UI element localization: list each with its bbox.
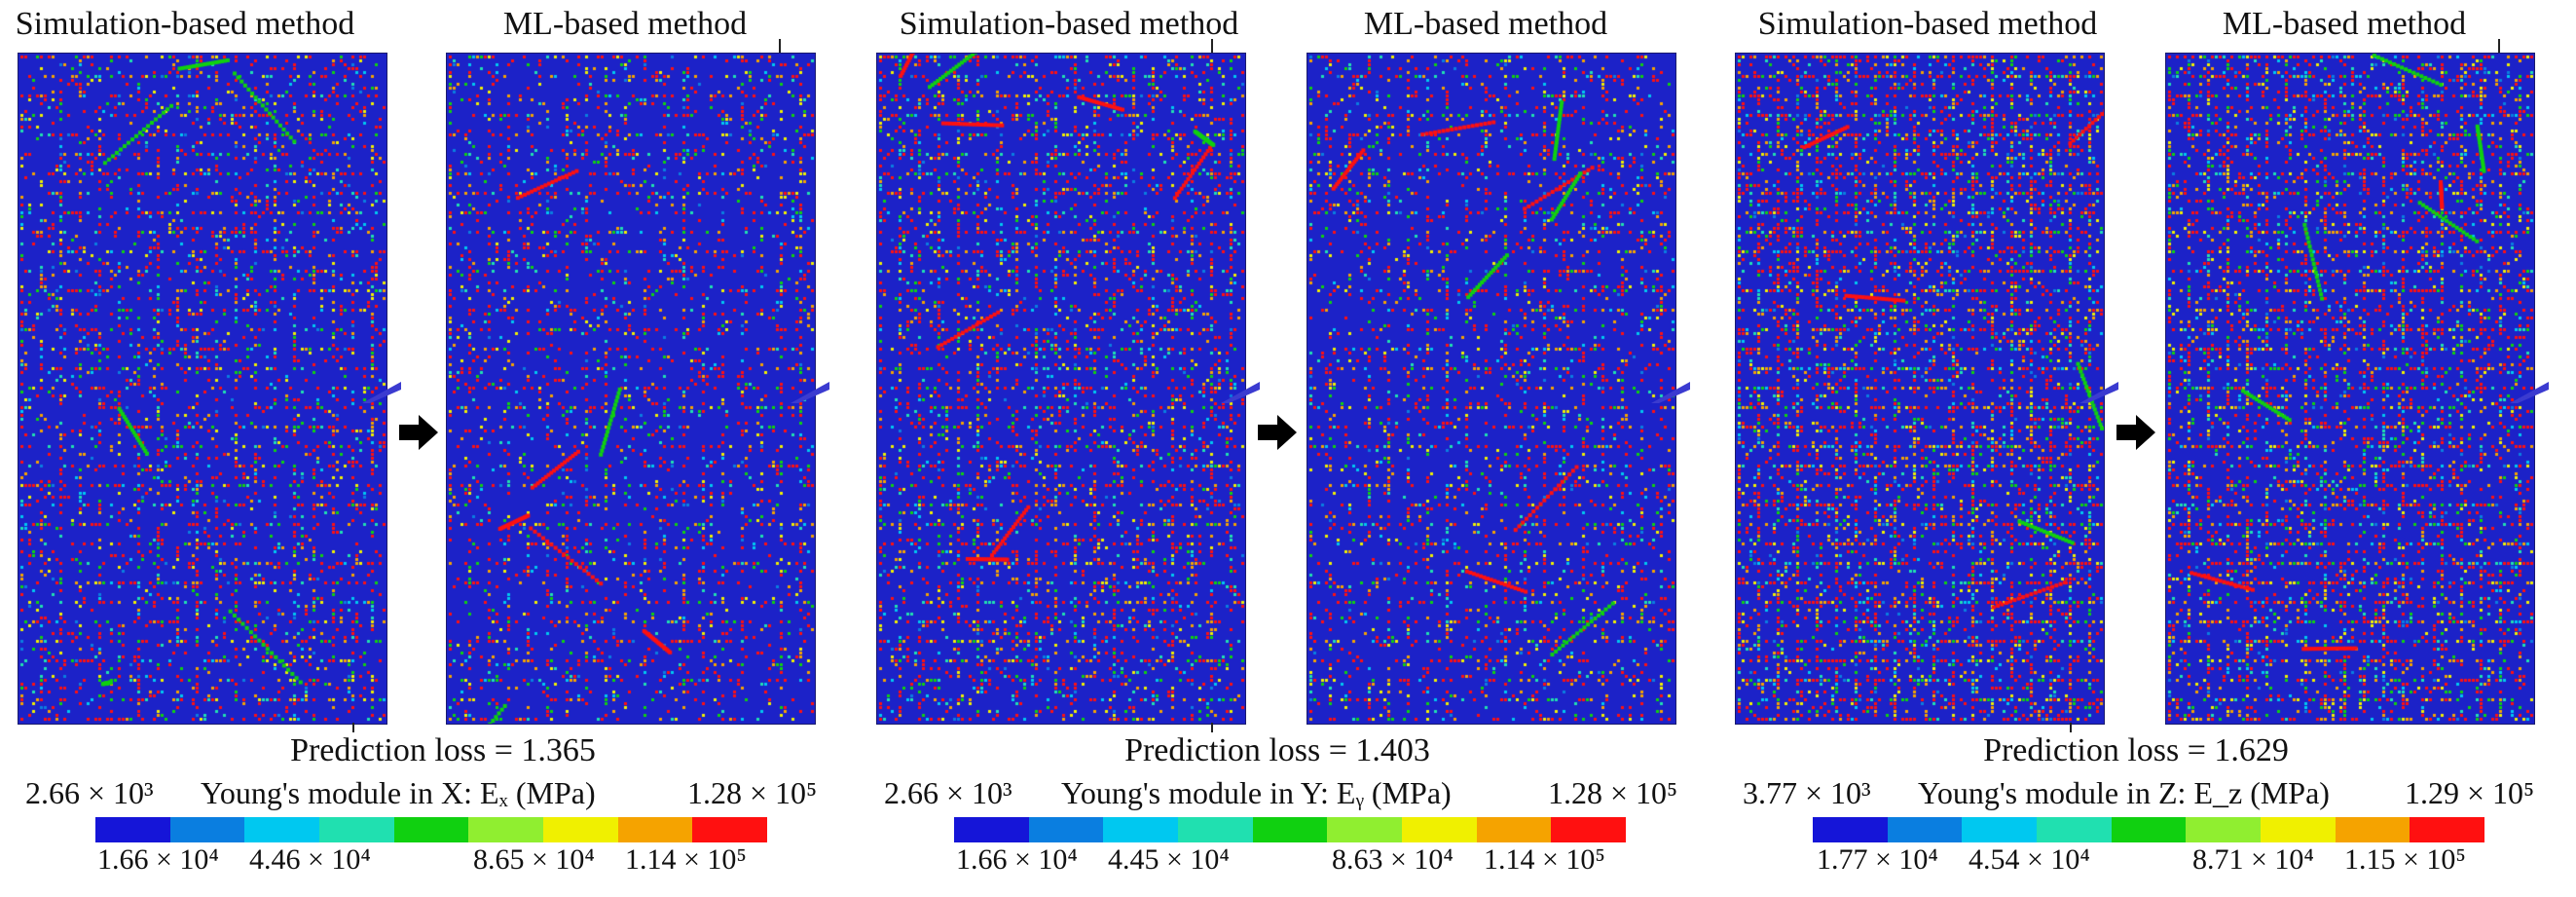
arrow-icon-2 xyxy=(1258,415,1297,450)
stiffness-map-canvas-4 xyxy=(1307,54,1675,724)
arrow-icon-1 xyxy=(399,415,438,450)
colorbar-segment xyxy=(244,817,320,842)
colorbar-tick-2c: 8.63 × 10⁴ xyxy=(1332,843,1454,876)
colorbar-segment xyxy=(1178,817,1253,842)
tick-mark xyxy=(352,723,354,732)
notch-icon-1 xyxy=(362,382,401,403)
tick-mark xyxy=(779,39,781,53)
panel-title-4: ML-based method xyxy=(1363,6,1608,42)
colorbar-tick-1b: 4.46 × 10⁴ xyxy=(249,843,371,876)
colorbar-segment xyxy=(2037,817,2112,842)
colorbar-segment xyxy=(319,817,394,842)
colorbar-segment xyxy=(1327,817,1403,842)
colorbar-tick-1c: 8.65 × 10⁴ xyxy=(473,843,595,876)
stiffness-map-canvas-1 xyxy=(18,54,386,724)
colorbar-segment xyxy=(2335,817,2410,842)
colorbar-min-2: 2.66 × 10³ xyxy=(884,775,1012,810)
prediction-loss-3: Prediction loss = 1.629 xyxy=(1983,732,2289,768)
panel-title-2: ML-based method xyxy=(502,6,748,42)
colorbar-tick-2b: 4.45 × 10⁴ xyxy=(1108,843,1230,876)
colorbar-segment xyxy=(468,817,544,842)
notch-icon-3 xyxy=(1221,382,1260,403)
colorbar-segment xyxy=(543,817,618,842)
colorbar-tick-3c: 8.71 × 10⁴ xyxy=(2192,843,2314,876)
tick-mark xyxy=(2070,723,2072,732)
colorbar-tick-1d: 1.14 × 10⁵ xyxy=(625,843,747,876)
stiffness-map-canvas-2 xyxy=(447,54,815,724)
stiffness-map-2 xyxy=(446,53,816,725)
panel-title-1: Simulation-based method xyxy=(15,6,355,42)
colorbar-max-3: 1.29 × 10⁵ xyxy=(2405,775,2535,810)
colorbar-segment xyxy=(1028,817,1104,842)
colorbar-tick-3a: 1.77 × 10⁴ xyxy=(1817,843,1938,876)
colorbar-min-1: 2.66 × 10³ xyxy=(25,775,154,810)
colorbar-segment xyxy=(1103,817,1179,842)
stiffness-map-canvas-6 xyxy=(2166,54,2534,724)
colorbar-min-3: 3.77 × 10³ xyxy=(1743,775,1871,810)
colorbar-segment xyxy=(692,817,768,842)
colorbar-max-1: 1.28 × 10⁵ xyxy=(687,775,818,810)
colorbar-segment xyxy=(95,817,170,842)
arrow-icon-3 xyxy=(2116,415,2155,450)
colorbar-segment xyxy=(1252,817,1328,842)
stiffness-map-6 xyxy=(2165,53,2535,725)
panel-title-6: ML-based method xyxy=(2222,6,2467,42)
colorbar-segment xyxy=(2186,817,2262,842)
colorbar-segment xyxy=(1887,817,1963,842)
colorbar-segment xyxy=(2111,817,2187,842)
tick-mark xyxy=(2498,39,2500,53)
colorbar-tick-3b: 4.54 × 10⁴ xyxy=(1969,843,2090,876)
colorbar-segment xyxy=(954,817,1029,842)
colorbar-segment xyxy=(617,817,693,842)
panel-title-3: Simulation-based method xyxy=(899,6,1239,42)
tick-mark xyxy=(1211,723,1213,732)
colorbar-segment xyxy=(393,817,469,842)
colorbar-tick-2d: 1.14 × 10⁵ xyxy=(1484,843,1605,876)
colorbar-segment xyxy=(2410,817,2485,842)
colorbar-title-3: Young's module in Z: E_z (MPa) xyxy=(1918,775,2330,810)
prediction-loss-1: Prediction loss = 1.365 xyxy=(290,732,596,768)
stiffness-map-canvas-3 xyxy=(877,54,1245,724)
colorbar-segment xyxy=(1402,817,1477,842)
colorbar-segment xyxy=(1476,817,1552,842)
prediction-loss-2: Prediction loss = 1.403 xyxy=(1124,732,1430,768)
notch-icon-2 xyxy=(791,382,829,403)
notch-icon-5 xyxy=(2079,382,2118,403)
notch-icon-6 xyxy=(2510,382,2549,403)
colorbar-2 xyxy=(954,817,1627,842)
colorbar-segment xyxy=(1551,817,1627,842)
colorbar-segment xyxy=(1813,817,1888,842)
colorbar-1 xyxy=(95,817,768,842)
colorbar-segment xyxy=(2261,817,2336,842)
notch-icon-4 xyxy=(1651,382,1690,403)
colorbar-tick-2a: 1.66 × 10⁴ xyxy=(956,843,1078,876)
stiffness-map-5 xyxy=(1735,53,2105,725)
stiffness-map-canvas-5 xyxy=(1736,54,2104,724)
stiffness-map-4 xyxy=(1306,53,1676,725)
colorbar-title-2: Young's module in Y: Eᵧ (MPa) xyxy=(1061,775,1452,810)
colorbar-segment xyxy=(169,817,245,842)
colorbar-segment xyxy=(1962,817,2038,842)
colorbar-title-1: Young's module in X: Eₓ (MPa) xyxy=(201,775,596,810)
colorbar-max-2: 1.28 × 10⁵ xyxy=(1548,775,1678,810)
stiffness-map-3 xyxy=(876,53,1246,725)
tick-mark xyxy=(1211,39,1213,53)
stiffness-map-1 xyxy=(18,53,387,725)
colorbar-3 xyxy=(1813,817,2485,842)
panel-title-5: Simulation-based method xyxy=(1757,6,2098,42)
colorbar-tick-1a: 1.66 × 10⁴ xyxy=(97,843,219,876)
colorbar-tick-3d: 1.15 × 10⁵ xyxy=(2344,843,2466,876)
